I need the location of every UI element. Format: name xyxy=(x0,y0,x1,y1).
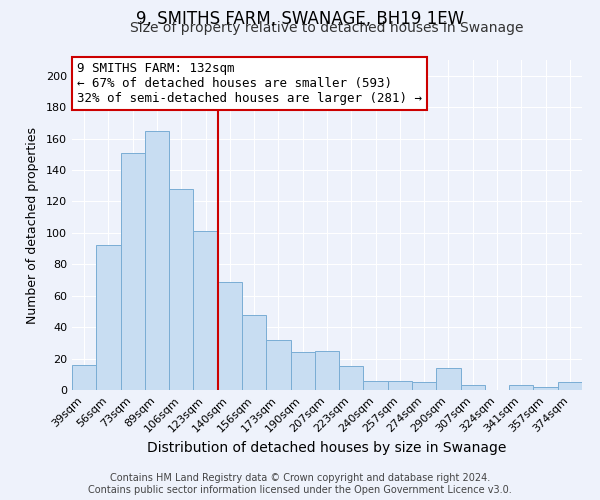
Bar xyxy=(436,368,461,390)
Bar xyxy=(218,282,242,390)
Text: Contains HM Land Registry data © Crown copyright and database right 2024.
Contai: Contains HM Land Registry data © Crown c… xyxy=(88,474,512,495)
Bar xyxy=(558,382,582,390)
Bar xyxy=(96,246,121,390)
Title: Size of property relative to detached houses in Swanage: Size of property relative to detached ho… xyxy=(130,21,524,35)
Bar xyxy=(388,380,412,390)
Bar xyxy=(193,232,218,390)
X-axis label: Distribution of detached houses by size in Swanage: Distribution of detached houses by size … xyxy=(148,441,506,455)
Bar xyxy=(290,352,315,390)
Text: 9, SMITHS FARM, SWANAGE, BH19 1EW: 9, SMITHS FARM, SWANAGE, BH19 1EW xyxy=(136,10,464,28)
Bar xyxy=(72,365,96,390)
Bar xyxy=(533,387,558,390)
Bar xyxy=(364,380,388,390)
Bar xyxy=(145,130,169,390)
Bar xyxy=(461,386,485,390)
Bar xyxy=(169,189,193,390)
Bar xyxy=(242,314,266,390)
Bar xyxy=(412,382,436,390)
Bar xyxy=(315,350,339,390)
Bar xyxy=(266,340,290,390)
Bar xyxy=(121,152,145,390)
Y-axis label: Number of detached properties: Number of detached properties xyxy=(26,126,39,324)
Bar xyxy=(509,386,533,390)
Text: 9 SMITHS FARM: 132sqm
← 67% of detached houses are smaller (593)
32% of semi-det: 9 SMITHS FARM: 132sqm ← 67% of detached … xyxy=(77,62,422,104)
Bar xyxy=(339,366,364,390)
